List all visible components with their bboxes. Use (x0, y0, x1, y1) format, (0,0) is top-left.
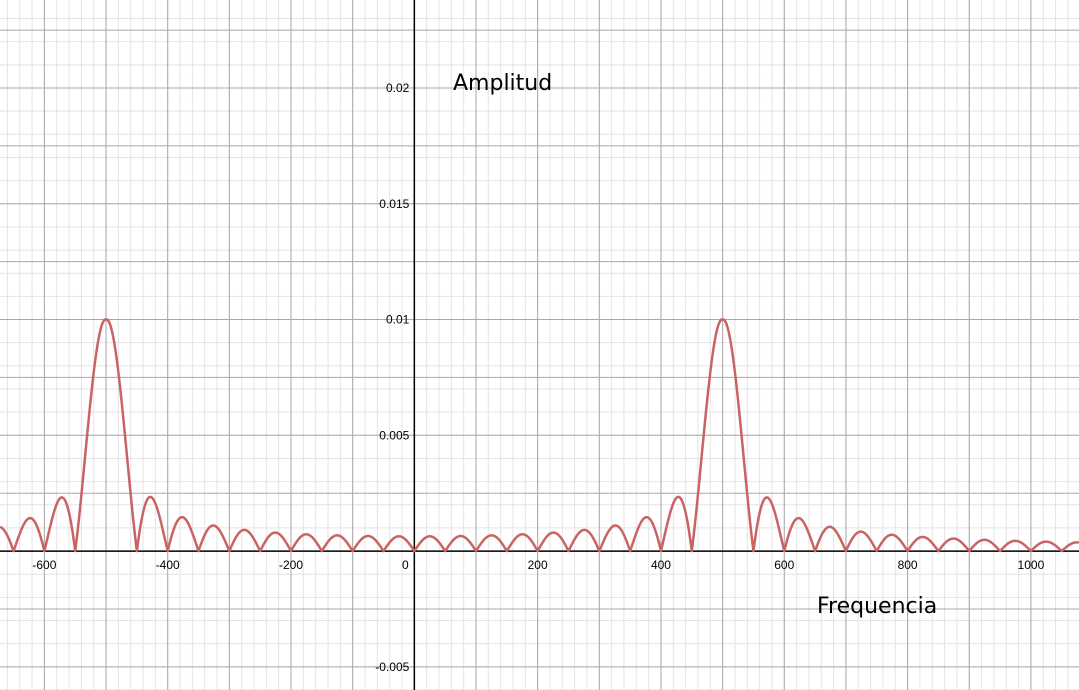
x-tick-label: 800 (898, 558, 918, 572)
y-tick-label: 0.02 (386, 81, 410, 95)
x-tick-label: 400 (651, 558, 671, 572)
peak-point (105, 318, 107, 320)
y-tick-label: 0.015 (379, 197, 409, 211)
peak-point (721, 318, 723, 320)
y-tick-label: 0.005 (379, 428, 409, 442)
y-tick-label: 0.01 (386, 313, 410, 327)
x-axis-label: Frequencia (817, 594, 937, 619)
x-tick-label: 0 (402, 558, 409, 572)
x-tick-label: 200 (528, 558, 548, 572)
x-tick-label: -600 (32, 558, 56, 572)
x-tick-label: 1000 (1018, 558, 1045, 572)
y-tick-label: -0.005 (375, 660, 409, 674)
x-tick-labels: -600 -400 -200 0 200 400 600 800 1000 (32, 558, 1044, 572)
y-axis-label: Amplitud (453, 71, 552, 96)
x-tick-label: -400 (156, 558, 180, 572)
x-tick-label: 600 (774, 558, 794, 572)
x-tick-label: -200 (279, 558, 303, 572)
